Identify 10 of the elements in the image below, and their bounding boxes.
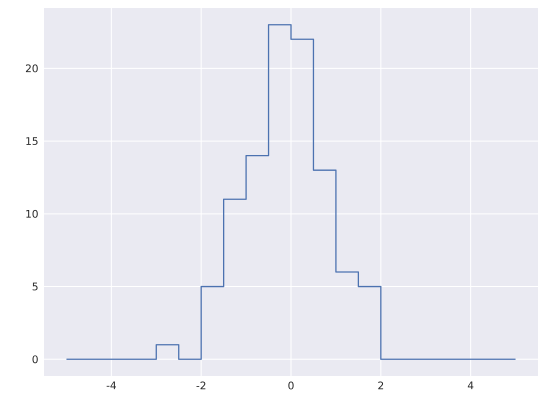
y-tick-label: 0: [32, 355, 38, 364]
x-tick-label: 0: [288, 382, 294, 390]
y-tick-label: 15: [26, 137, 38, 145]
y-tick-label: 5: [32, 282, 38, 290]
y-tick-label: 20: [26, 64, 38, 72]
y-tick-label: 10: [26, 210, 38, 218]
x-tick-label: 4: [468, 382, 474, 390]
x-tick-label: 2: [378, 382, 384, 390]
x-tick-label: -4: [106, 382, 116, 390]
x-tick-label: -2: [196, 382, 206, 390]
